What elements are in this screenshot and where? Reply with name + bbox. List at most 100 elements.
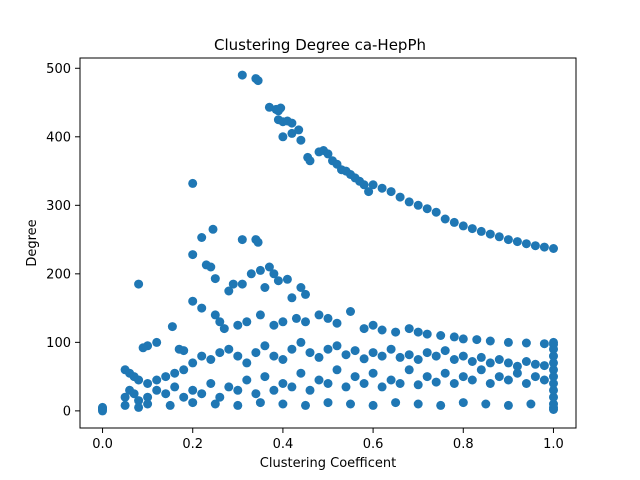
data-point	[549, 399, 558, 409]
data-point	[138, 343, 148, 353]
data-point	[215, 317, 225, 327]
data-point	[494, 372, 504, 382]
data-point	[512, 361, 522, 371]
data-point	[228, 279, 238, 289]
data-point	[377, 351, 387, 361]
data-point	[269, 320, 279, 330]
data-point	[549, 379, 558, 388]
data-point	[242, 358, 252, 368]
data-point	[386, 344, 396, 354]
data-point	[539, 339, 549, 349]
points-layer	[98, 70, 558, 416]
data-point	[179, 392, 189, 402]
data-point	[278, 317, 288, 327]
data-point	[120, 400, 130, 410]
data-point	[431, 207, 441, 217]
data-point	[287, 293, 297, 303]
data-point	[208, 224, 218, 234]
data-point	[549, 351, 558, 361]
data-point	[413, 380, 423, 390]
data-point	[521, 239, 531, 249]
data-point	[549, 344, 558, 354]
y-tick-label: 100	[46, 336, 71, 351]
data-point	[167, 322, 177, 332]
data-point	[458, 372, 468, 382]
y-tick-label: 400	[46, 130, 71, 145]
data-point	[294, 125, 304, 135]
data-point	[539, 242, 549, 252]
y-tick-label: 300	[46, 199, 71, 214]
data-point	[161, 389, 171, 399]
data-point	[549, 392, 558, 402]
data-point	[179, 346, 189, 356]
data-point	[530, 241, 540, 251]
data-point	[233, 351, 243, 361]
data-point	[188, 296, 198, 306]
data-point	[368, 368, 378, 378]
y-axis-label: Degree	[25, 219, 40, 266]
data-point	[287, 118, 297, 128]
data-point	[197, 233, 207, 242]
data-point	[413, 355, 423, 364]
data-point	[323, 149, 333, 159]
data-point	[526, 399, 536, 409]
data-point	[549, 358, 558, 368]
data-point	[359, 324, 369, 334]
data-point	[296, 337, 306, 347]
data-point	[539, 361, 549, 371]
data-point	[301, 400, 310, 410]
data-point	[350, 372, 360, 382]
data-point	[233, 400, 243, 410]
data-point	[458, 221, 468, 231]
data-point	[503, 358, 513, 368]
y-tick-label: 200	[46, 267, 71, 282]
data-point	[485, 229, 495, 239]
data-point	[391, 327, 401, 337]
data-point	[278, 132, 288, 142]
data-point	[179, 365, 189, 375]
data-point	[134, 375, 144, 385]
data-point	[346, 399, 355, 409]
data-point	[476, 226, 486, 236]
data-point	[341, 350, 351, 360]
data-point	[273, 276, 283, 286]
data-point	[436, 331, 446, 340]
data-point	[251, 389, 261, 399]
data-point	[404, 197, 414, 207]
data-point	[224, 382, 234, 392]
data-point	[253, 237, 263, 247]
data-point	[134, 396, 144, 406]
data-point	[206, 379, 216, 388]
data-point	[206, 355, 216, 364]
data-point	[152, 375, 162, 385]
data-point	[242, 375, 252, 385]
data-point	[386, 187, 396, 197]
data-point	[449, 355, 459, 364]
data-point	[233, 320, 243, 330]
data-point	[255, 398, 265, 408]
x-tick-label: 0.0	[92, 437, 113, 452]
data-point	[210, 310, 220, 320]
data-point	[359, 180, 369, 190]
data-point	[458, 398, 468, 408]
data-point	[314, 352, 324, 362]
y-tick-label: 0	[63, 404, 71, 419]
data-point	[143, 399, 153, 409]
data-point	[224, 286, 234, 296]
x-axis-label: Clustering Coefficent	[260, 456, 396, 471]
data-point	[296, 135, 306, 145]
data-point	[219, 324, 229, 334]
data-point	[332, 341, 342, 351]
data-point	[278, 399, 288, 409]
data-point	[472, 335, 482, 345]
data-point	[494, 232, 504, 242]
data-point	[485, 379, 495, 388]
data-point	[481, 399, 491, 409]
x-tick-label: 0.4	[273, 437, 294, 452]
data-point	[549, 365, 558, 375]
data-point	[120, 392, 130, 402]
data-point	[404, 365, 414, 375]
data-point	[210, 399, 220, 409]
data-point	[377, 325, 387, 335]
data-point	[422, 204, 432, 214]
